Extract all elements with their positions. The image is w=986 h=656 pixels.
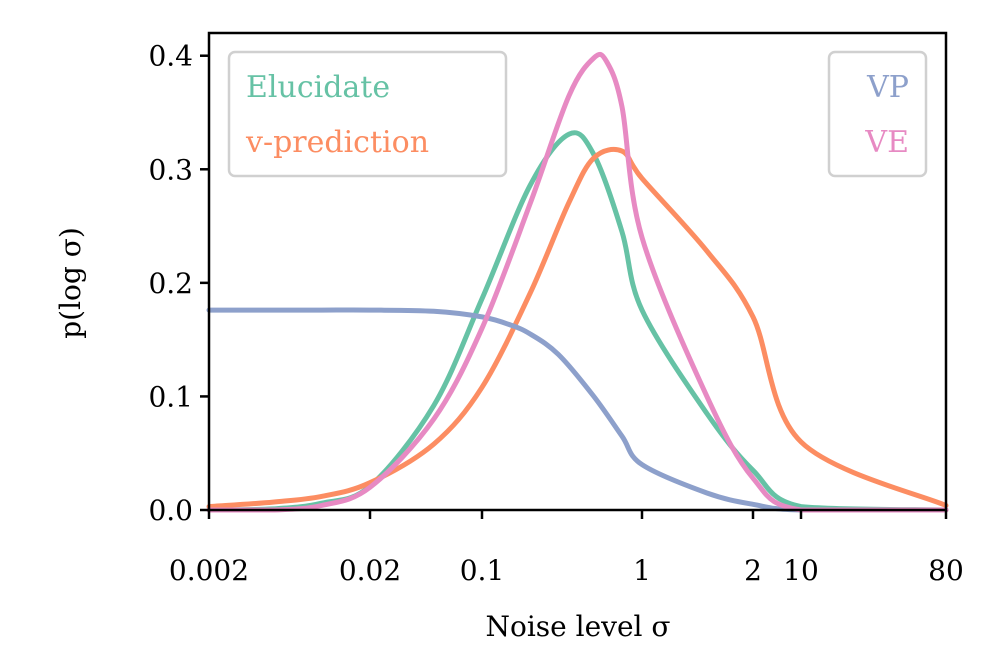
legend-entry-elucidate: Elucidate xyxy=(246,70,390,105)
x-tick-label: 2 xyxy=(744,554,762,587)
y-tick-label: 0.3 xyxy=(148,153,193,186)
legend-left-frame xyxy=(227,50,508,178)
series-line-ve xyxy=(206,51,949,513)
x-tick-label: 80 xyxy=(928,554,964,587)
y-axis-label: p(log σ) xyxy=(54,227,87,339)
axes-layer: 0.0 0.1 0.2 0.3 0.4 0.002 0.02 0.1 1 2 10 80 xyxy=(148,31,964,587)
x-tick-label: 0.1 xyxy=(460,554,505,587)
series-line-v-prediction xyxy=(206,147,949,510)
legend-entry-v-prediction: v-prediction xyxy=(245,125,429,160)
x-tick-label: 10 xyxy=(783,554,819,587)
y-tick-label: 0.2 xyxy=(148,267,193,300)
legend-entry-ve: VE xyxy=(864,125,909,160)
y-tick-label: 0.1 xyxy=(148,380,193,413)
x-axis-label: Noise level σ xyxy=(485,610,670,643)
legend-right: VP VE xyxy=(827,50,928,178)
plot-frame xyxy=(207,31,948,512)
y-tick-label: 0.4 xyxy=(148,40,193,73)
y-tick-label: 0.0 xyxy=(148,494,193,527)
legend-left: Elucidate v-prediction xyxy=(227,50,508,178)
series-line-vp xyxy=(206,307,949,513)
legend-right-frame xyxy=(827,50,928,178)
x-tick-label: 0.002 xyxy=(169,554,249,587)
x-tick-label: 1 xyxy=(633,554,651,587)
series-layer xyxy=(206,51,949,513)
x-tick-label: 0.02 xyxy=(339,554,401,587)
legend-entry-vp: VP xyxy=(866,70,909,105)
